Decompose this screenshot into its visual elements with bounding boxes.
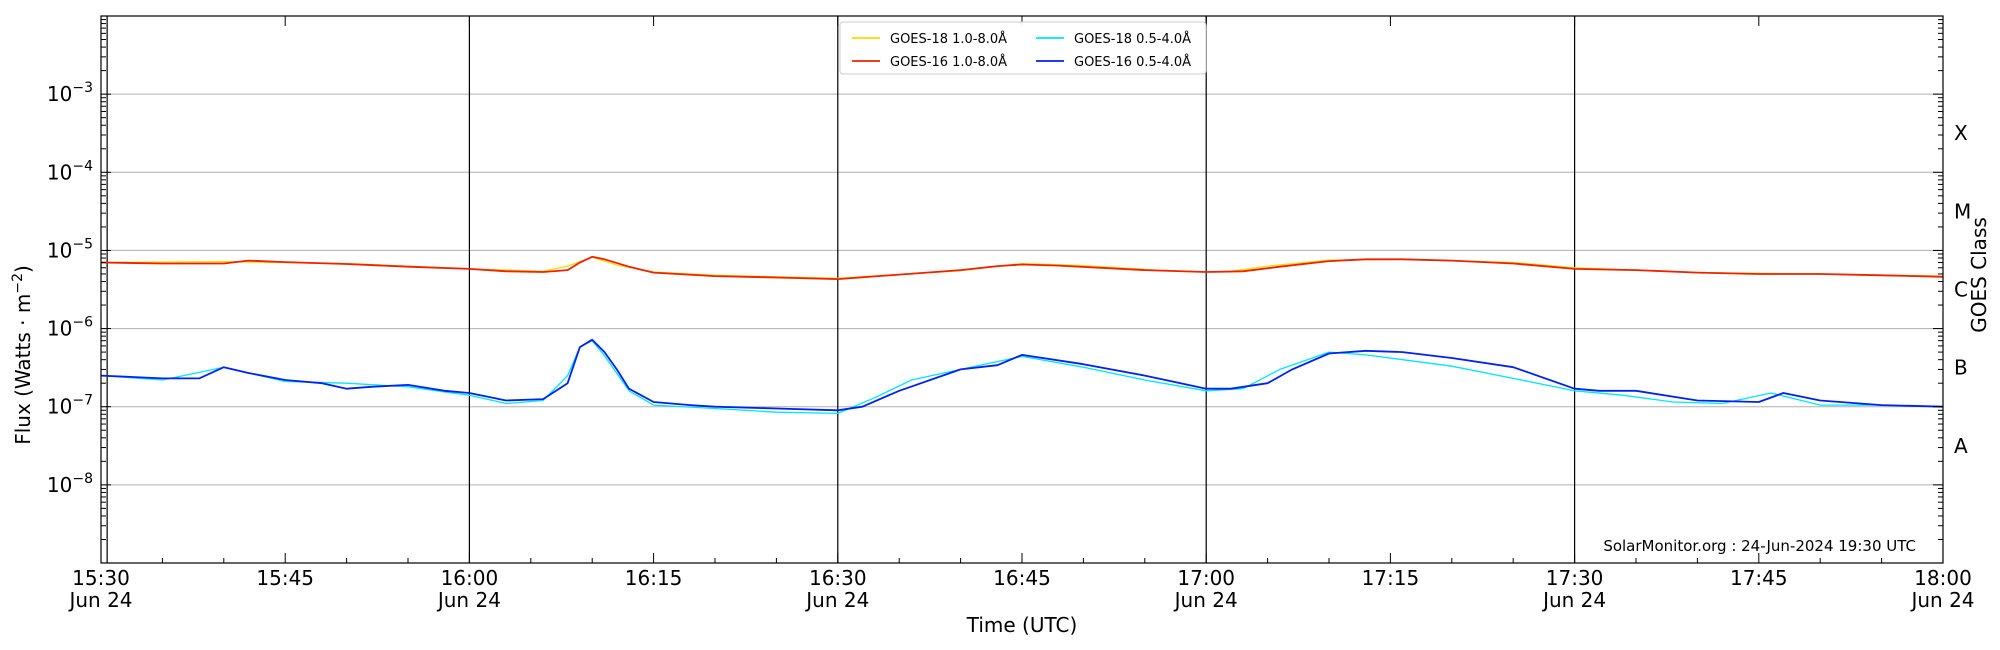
series-lines: [100, 255, 1944, 415]
x-tick-date-label: Jun 24: [1541, 588, 1606, 612]
x-tick-label: 17:00: [1177, 566, 1235, 590]
goes-class-label: M: [1954, 199, 1971, 223]
goes-class-label: B: [1954, 356, 1968, 380]
x-tick-date-label: Jun 24: [67, 588, 132, 612]
x-tick-label: 16:00: [441, 566, 499, 590]
x-tick-date-label: Jun 24: [1173, 588, 1238, 612]
x-tick-label: 16:30: [809, 566, 867, 590]
x-tick-label: 15:45: [256, 566, 314, 590]
series-line: [100, 338, 1944, 412]
x-tick-date-label: Jun 24: [436, 588, 501, 612]
y-tick-label: 10−7: [47, 393, 93, 419]
x-tick-label: 16:45: [993, 566, 1051, 590]
x-axis-title: Time (UTC): [966, 613, 1078, 637]
y-tick-label: 10−4: [47, 158, 93, 184]
y-tick-label: 10−8: [47, 471, 93, 497]
legend-label: GOES-18 1.0-8.0Å: [890, 31, 1007, 47]
x-tick-label: 17:15: [1362, 566, 1420, 590]
x-tick-date-label: Jun 24: [1909, 588, 1974, 612]
x-tick-label: 17:45: [1730, 566, 1788, 590]
time-markers: [106, 16, 1576, 563]
legend-label: GOES-16 0.5-4.0Å: [1074, 54, 1191, 70]
goes-class-axis-title: GOES Class: [1967, 217, 1991, 333]
legend-label: GOES-18 0.5-4.0Å: [1074, 31, 1191, 47]
x-tick-date-label: Jun 24: [804, 588, 869, 612]
gridlines: [101, 93, 1943, 486]
y-tick-label: 10−5: [47, 236, 93, 262]
x-tick-label: 16:15: [625, 566, 683, 590]
credit-text: SolarMonitor.org : 24-Jun-2024 19:30 UTC: [1603, 537, 1916, 555]
legend-box: [839, 21, 1207, 75]
legend: GOES-18 1.0-8.0Å GOES-16 1.0-8.0Å GOES-18 …: [839, 21, 1207, 75]
axis-ticks: [100, 16, 1944, 564]
x-tick-label: 18:00: [1914, 566, 1972, 590]
series-line: [100, 255, 1944, 281]
series-line: [100, 340, 1944, 415]
legend-label: GOES-16 1.0-8.0Å: [890, 54, 1007, 70]
y-tick-label: 10−6: [47, 315, 93, 341]
goes-class-label: X: [1954, 121, 1968, 145]
y-axis-title: Flux (Watts · m−2): [10, 265, 35, 445]
goes-class-label: A: [1954, 434, 1968, 458]
y-tick-label: 10−3: [47, 80, 93, 106]
x-tick-label: 17:30: [1546, 566, 1604, 590]
x-tick-label: 15:30: [72, 566, 130, 590]
goes-class-label: C: [1954, 278, 1968, 302]
